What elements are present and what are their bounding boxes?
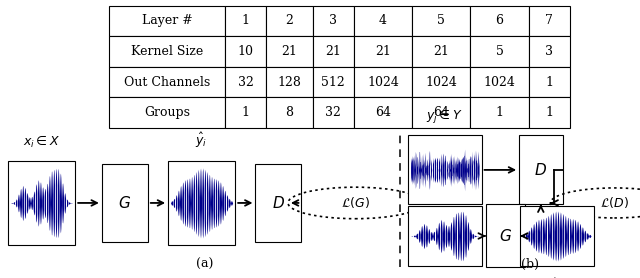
Text: $x_i \in X$: $x_i \in X$ (23, 134, 60, 150)
FancyBboxPatch shape (255, 164, 301, 242)
Text: (a): (a) (196, 257, 214, 270)
Text: $\hat{y}_k$: $\hat{y}_k$ (549, 277, 564, 278)
Text: $\mathcal{L}(D)$: $\mathcal{L}(D)$ (600, 195, 629, 210)
Text: $D$: $D$ (534, 162, 547, 178)
FancyBboxPatch shape (408, 206, 481, 266)
FancyBboxPatch shape (486, 204, 525, 267)
Text: $\hat{y}_i$: $\hat{y}_i$ (195, 131, 208, 150)
Text: $D$: $D$ (272, 195, 285, 211)
Text: $y_j \in Y$: $y_j \in Y$ (426, 108, 463, 126)
Text: (b): (b) (520, 257, 539, 270)
Text: $G$: $G$ (118, 195, 131, 211)
Text: $G$: $G$ (499, 228, 512, 244)
FancyBboxPatch shape (519, 135, 563, 204)
FancyBboxPatch shape (520, 206, 594, 266)
FancyBboxPatch shape (102, 164, 148, 242)
Text: $x_k \in X$: $x_k \in X$ (425, 277, 465, 278)
FancyBboxPatch shape (408, 135, 481, 204)
FancyBboxPatch shape (168, 161, 236, 245)
Text: $\mathcal{L}(G)$: $\mathcal{L}(G)$ (340, 195, 370, 210)
FancyBboxPatch shape (8, 161, 76, 245)
